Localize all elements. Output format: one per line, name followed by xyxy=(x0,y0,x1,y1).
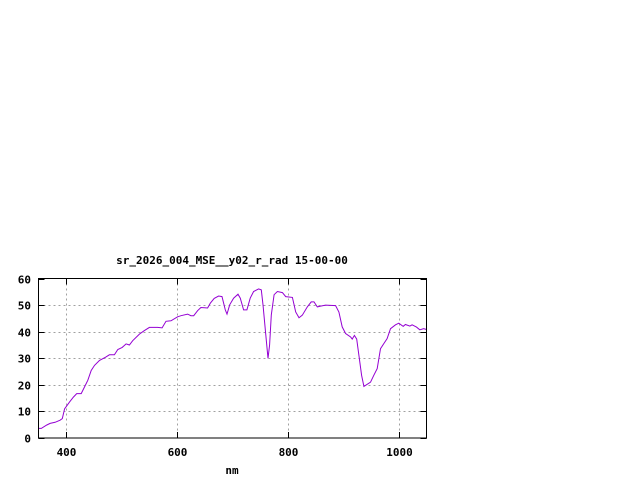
y-axis: 0 10 20 30 40 50 60 xyxy=(18,274,427,446)
chart-title: sr_2026_004_MSE__y02_r_rad 15-00-00 xyxy=(116,254,348,267)
x-axis: 400 600 800 1000 xyxy=(57,278,413,459)
y-tick-label: 10 xyxy=(18,406,31,419)
y-tick-label: 20 xyxy=(18,380,31,393)
x-tick-label: 600 xyxy=(168,446,188,459)
plot-frame xyxy=(38,278,427,439)
y-tick-label: 40 xyxy=(18,327,31,340)
grid xyxy=(38,278,427,438)
y-tick-label: 0 xyxy=(24,433,31,446)
y-tick-label: 60 xyxy=(18,274,31,287)
x-tick-label: 800 xyxy=(279,446,299,459)
x-axis-label: nm xyxy=(225,464,239,477)
series-line xyxy=(38,288,427,429)
y-tick-label: 30 xyxy=(18,353,31,366)
y-tick-label: 50 xyxy=(18,300,31,313)
x-tick-label: 1000 xyxy=(386,446,413,459)
x-tick-label: 400 xyxy=(57,446,77,459)
